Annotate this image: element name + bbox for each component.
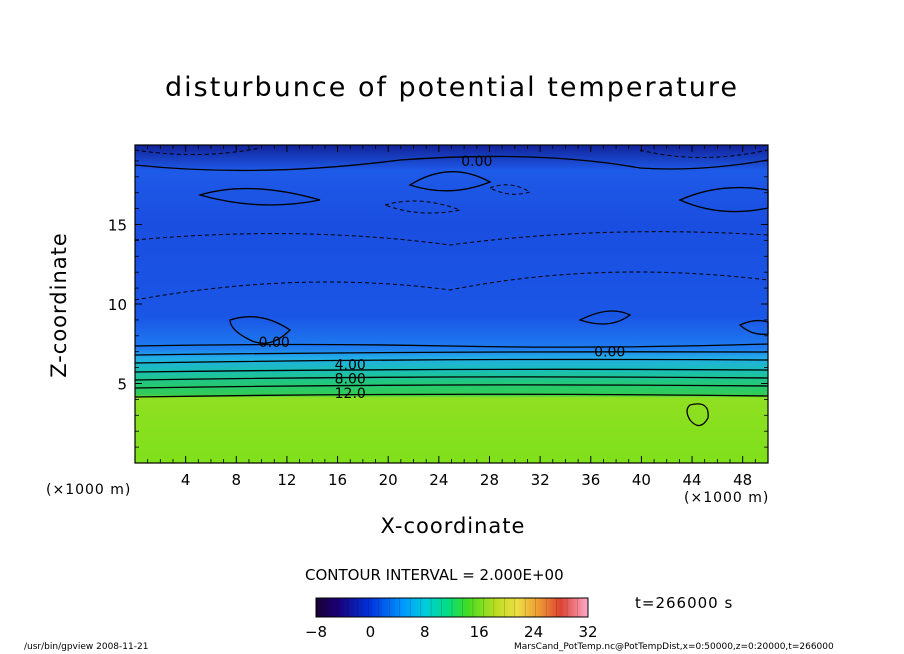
contour-0-lower [134,343,769,348]
colorbar-frame [315,597,589,618]
contour-label: 0.00 [461,154,492,170]
contour-6 [134,368,769,373]
x-tick-label: 8 [232,471,242,489]
x-tick-label: 48 [733,471,752,489]
x-tick-label: 36 [581,471,600,489]
colorbar-tick-label: 0 [366,623,376,641]
x-tick-label: 28 [480,471,499,489]
x-unit-left: (×1000 m) [46,482,132,498]
colorbar-tick-label: 8 [420,623,430,641]
contour-loop-2 [408,171,492,192]
y-tick-label: 5 [117,376,127,394]
x-tick-label: 20 [379,471,398,489]
contour-label: 4.00 [335,357,366,373]
time-label: t=266000 s [635,594,734,612]
y-tick-label: 10 [108,296,127,314]
contour-loop-6 [578,310,632,325]
colorbar: −8 0 8 16 24 32 [305,597,598,641]
x-tick-label: 12 [277,471,296,489]
contour-4 [134,358,769,364]
footer-left: /usr/bin/gpview 2008-11-21 [24,642,149,652]
contour-loop-1 [197,187,321,206]
contour-label: 0.00 [259,335,290,351]
x-tick-label: 24 [429,471,448,489]
neg-contour-1 [134,147,261,156]
contour-label: 8.00 [335,372,366,388]
neg-contour-6 [134,231,769,246]
contour-12 [134,393,769,398]
contour-8 [134,376,769,381]
y-axis-label: Z-coordinate [47,232,71,378]
y-tick-label: 15 [108,217,127,235]
chart-title: disturbunce of potential temperature [165,72,739,103]
x-axis-label: X-coordinate [380,514,526,538]
colorbar-tick-label: 32 [578,623,597,641]
colorbar-tick-label: −8 [305,623,327,641]
neg-contour-3 [383,200,462,214]
colorbar-tick-label: 24 [524,623,543,641]
neg-contour-2 [639,149,769,158]
x-tick-label: 32 [531,471,550,489]
negative-contours [134,147,769,301]
neg-contour-5 [134,271,769,301]
contour-10 [134,384,769,389]
contour-loop-4 [686,403,709,427]
contour-label: 12.0 [335,386,366,402]
footer-right: MarsCand_PotTemp.nc@PotTempDist,x=0:5000… [514,642,834,652]
contour-label: 0.00 [594,345,625,361]
x-tick-label: 16 [328,471,347,489]
neg-contour-4 [488,184,532,195]
colorbar-gradient [316,598,588,617]
contour-interval-label: CONTOUR INTERVAL = 2.000E+00 [305,566,564,584]
x-tick-label: 4 [181,471,191,489]
x-tick-label: 44 [682,471,701,489]
x-tick-label: 40 [632,471,651,489]
contour-0-upper [134,155,769,172]
contour-loop-5 [229,316,292,344]
contour-2 [134,351,769,356]
colorbar-tick-label: 16 [470,623,489,641]
x-unit-right: (×1000 m) [684,490,770,506]
y-axis: 5 10 15 [108,160,768,448]
x-axis: 4 8 12 16 20 24 28 32 36 40 44 48 [147,145,756,489]
heatmap-field [135,145,768,463]
